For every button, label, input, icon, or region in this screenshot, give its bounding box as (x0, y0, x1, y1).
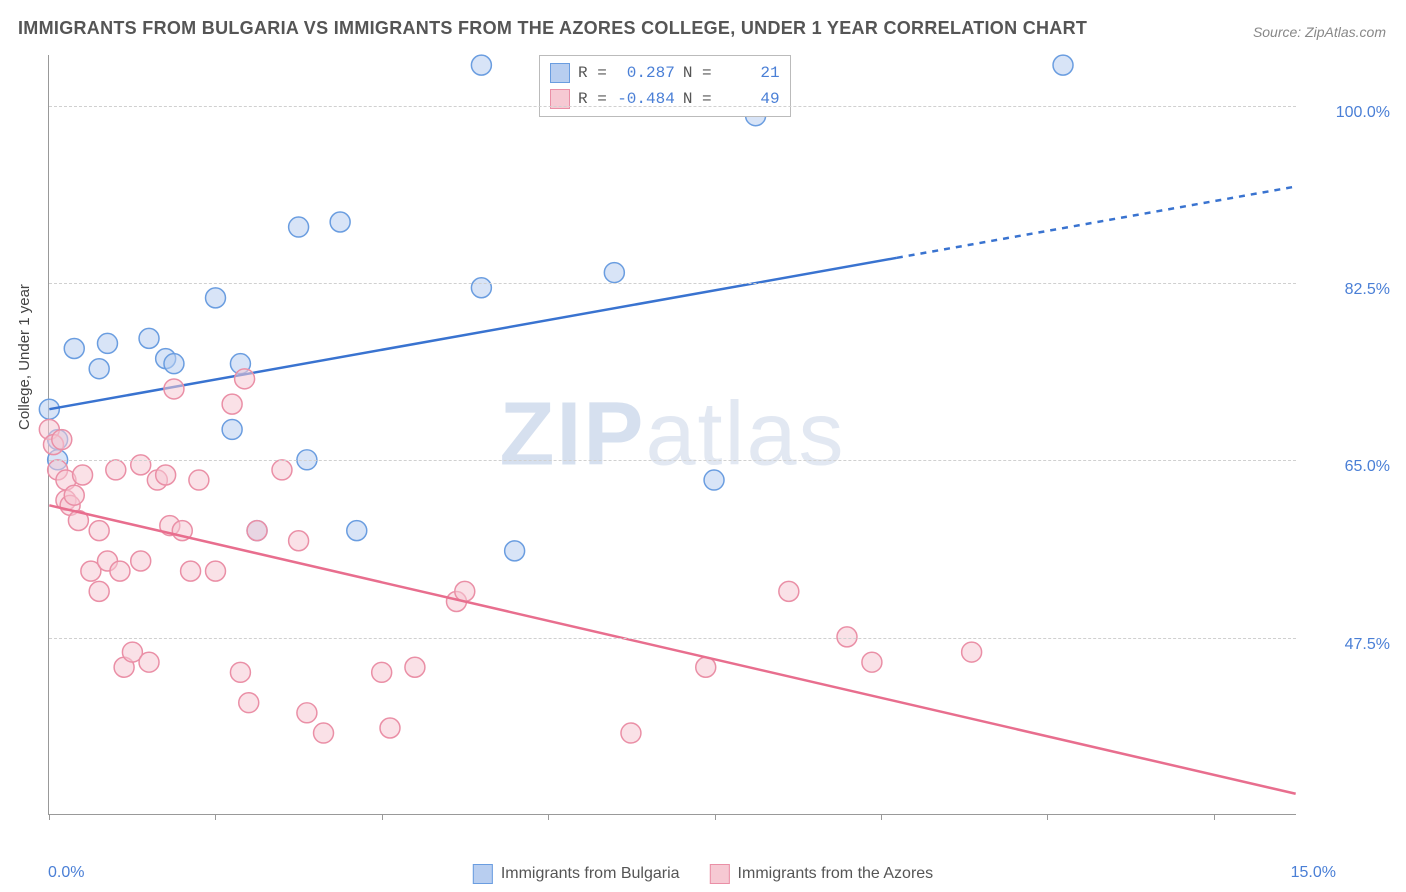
legend-label-1: Immigrants from Bulgaria (501, 865, 680, 883)
scatter-point (189, 470, 209, 490)
x-tick (1047, 814, 1048, 820)
scatter-point (235, 369, 255, 389)
scatter-point (289, 531, 309, 551)
stats-n-val-1: 21 (720, 60, 780, 86)
scatter-point (110, 561, 130, 581)
scatter-point (139, 328, 159, 348)
legend-item-1: Immigrants from Bulgaria (473, 864, 680, 884)
stats-n-label-2: N = (683, 86, 712, 112)
scatter-point (1053, 55, 1073, 75)
gridline (49, 638, 1296, 639)
legend-label-2: Immigrants from the Azores (738, 865, 934, 883)
scatter-point (64, 485, 84, 505)
y-tick-label: 82.5% (1345, 281, 1390, 299)
stats-r-label-1: R = (578, 60, 607, 86)
scatter-point (52, 430, 72, 450)
x-tick-left: 0.0% (48, 864, 84, 882)
scatter-point (89, 581, 109, 601)
scatter-point (222, 419, 242, 439)
y-tick-label: 100.0% (1336, 104, 1390, 122)
scatter-point (181, 561, 201, 581)
x-tick (881, 814, 882, 820)
trend-line-dashed (897, 187, 1296, 258)
scatter-point (131, 455, 151, 475)
scatter-point (164, 379, 184, 399)
scatter-point (97, 333, 117, 353)
scatter-point (505, 541, 525, 561)
x-tick (215, 814, 216, 820)
x-tick (715, 814, 716, 820)
x-tick (382, 814, 383, 820)
stats-r-val-1: 0.287 (615, 60, 675, 86)
stats-n-label-1: N = (683, 60, 712, 86)
scatter-point (372, 662, 392, 682)
stats-row-2: R = -0.484 N = 49 (550, 86, 780, 112)
stats-swatch-1 (550, 63, 570, 83)
stats-r-val-2: -0.484 (615, 86, 675, 112)
scatter-point (471, 55, 491, 75)
scatter-point (962, 642, 982, 662)
gridline (49, 460, 1296, 461)
x-tick (49, 814, 50, 820)
scatter-point (272, 460, 292, 480)
gridline (49, 106, 1296, 107)
scatter-point (289, 217, 309, 237)
x-tick (1214, 814, 1215, 820)
trend-line (49, 505, 1295, 793)
scatter-point (297, 703, 317, 723)
scatter-point (222, 394, 242, 414)
stats-row-1: R = 0.287 N = 21 (550, 60, 780, 86)
scatter-point (89, 359, 109, 379)
scatter-point (779, 581, 799, 601)
plot-svg (49, 55, 1296, 814)
gridline (49, 283, 1296, 284)
scatter-point (230, 662, 250, 682)
scatter-point (64, 338, 84, 358)
scatter-point (455, 581, 475, 601)
y-axis-label: College, Under 1 year (16, 284, 33, 430)
scatter-point (862, 652, 882, 672)
scatter-point (206, 561, 226, 581)
chart-title: IMMIGRANTS FROM BULGARIA VS IMMIGRANTS F… (18, 18, 1087, 39)
plot-area: ZIPatlas R = 0.287 N = 21 R = -0.484 N =… (48, 55, 1296, 815)
scatter-point (164, 354, 184, 374)
scatter-point (73, 465, 93, 485)
scatter-point (156, 465, 176, 485)
scatter-point (704, 470, 724, 490)
scatter-point (380, 718, 400, 738)
scatter-point (131, 551, 151, 571)
scatter-point (621, 723, 641, 743)
scatter-point (247, 521, 267, 541)
scatter-point (239, 693, 259, 713)
legend-item-2: Immigrants from the Azores (710, 864, 934, 884)
scatter-point (471, 278, 491, 298)
chart-container: IMMIGRANTS FROM BULGARIA VS IMMIGRANTS F… (0, 0, 1406, 892)
x-tick (548, 814, 549, 820)
stats-box: R = 0.287 N = 21 R = -0.484 N = 49 (539, 55, 791, 117)
x-tick-right: 15.0% (1291, 864, 1336, 882)
y-tick-label: 47.5% (1345, 636, 1390, 654)
scatter-point (206, 288, 226, 308)
scatter-point (330, 212, 350, 232)
stats-n-val-2: 49 (720, 86, 780, 112)
legend-swatch-2 (710, 864, 730, 884)
stats-r-label-2: R = (578, 86, 607, 112)
scatter-point (696, 657, 716, 677)
scatter-point (347, 521, 367, 541)
legend-swatch-1 (473, 864, 493, 884)
scatter-point (106, 460, 126, 480)
source-attribution: Source: ZipAtlas.com (1253, 24, 1386, 40)
y-tick-label: 65.0% (1345, 458, 1390, 476)
scatter-point (139, 652, 159, 672)
scatter-point (405, 657, 425, 677)
legend-bottom: Immigrants from Bulgaria Immigrants from… (473, 864, 933, 884)
scatter-point (314, 723, 334, 743)
scatter-point (604, 263, 624, 283)
scatter-point (89, 521, 109, 541)
